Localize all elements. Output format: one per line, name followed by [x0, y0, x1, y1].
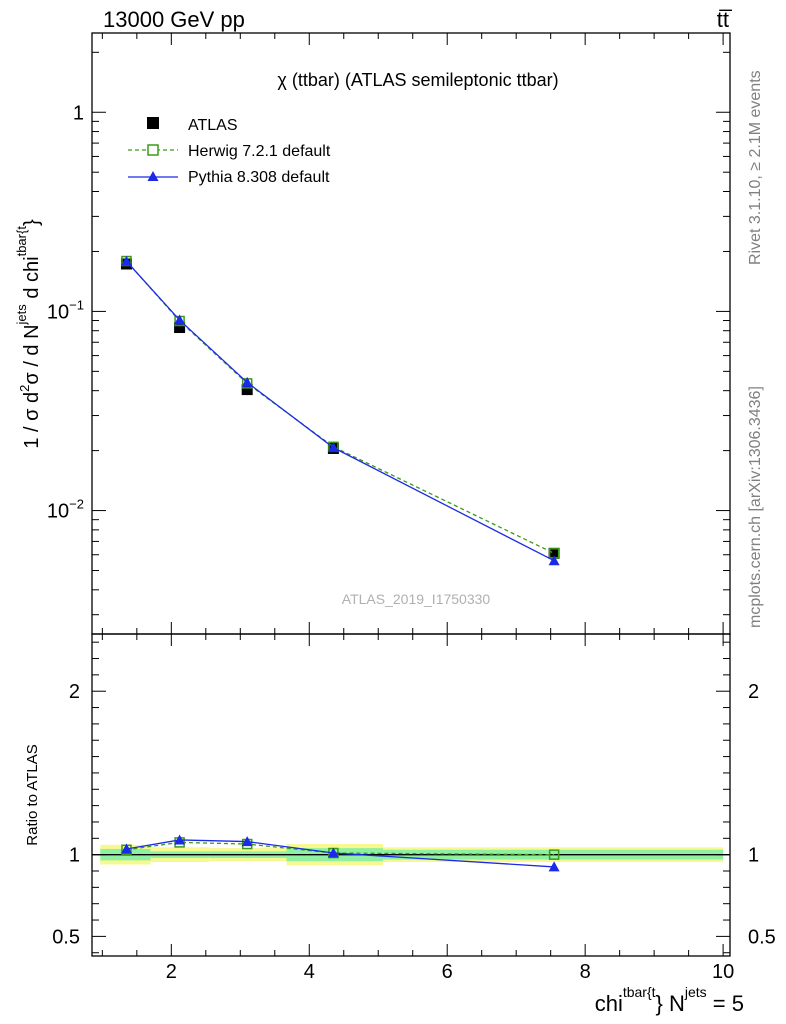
legend-label-herwig: Herwig 7.2.1 default — [188, 143, 331, 160]
y-axis-label: 1 / σ d2σ / d Njets d chitbar{t} — [14, 219, 43, 449]
legend-label-atlas: ATLAS — [188, 117, 238, 134]
x-tick-label: 10 — [712, 961, 734, 983]
ratio-tick-label-left: 2 — [69, 681, 80, 703]
ylabel-part2: σ / d N — [21, 324, 43, 384]
pythia-point — [120, 255, 132, 266]
ratio-tick-label-left: 0.5 — [52, 926, 80, 948]
svg-text:1 / σ d2σ / d Njets d chitbar{: 1 / σ d2σ / d Njets d chitbar{t} — [14, 219, 43, 449]
ylabel-part3: d chi — [21, 256, 43, 304]
y-tick-label: 10−2 — [47, 497, 84, 523]
mcplots-reference-label: mcplots.cern.ch [arXiv:1306.3436] — [747, 386, 764, 628]
x-tick-label: 8 — [580, 961, 591, 983]
atlas-data-point — [241, 384, 253, 396]
y-tick-label-base: 10 — [47, 501, 69, 523]
herwig-line — [125, 260, 555, 554]
y-tick-label-base: 10 — [47, 301, 69, 323]
header-energy-label: 13000 GeV pp — [103, 7, 245, 32]
pythia-ratio-point — [241, 836, 253, 847]
ylabel-part4: } — [21, 219, 43, 226]
pythia-point — [241, 376, 253, 387]
y-tick-label-base: 1 — [73, 102, 84, 124]
legend-marker-pythia — [147, 171, 159, 181]
y-tick-label: 1 — [73, 102, 84, 124]
x-axis-label: chitbar{t} Njets = 5 — [595, 984, 744, 1016]
svg-text:chitbar{t} Njets = 5: chitbar{t} Njets = 5 — [595, 984, 744, 1016]
xlabel-base: chi — [595, 991, 623, 1016]
pythia-point — [327, 442, 339, 453]
pythia-ratio-point — [120, 843, 132, 854]
header-process-label: tt̅ — [717, 7, 733, 32]
y-tick-label-exponent: −2 — [69, 497, 84, 512]
ylabel-part1: 1 / σ d — [21, 392, 43, 449]
pythia-line — [126, 260, 555, 562]
legend-label-pythia: Pythia 8.308 default — [188, 169, 330, 186]
chart-title: χ (ttbar) (ATLAS semileptonic ttbar) — [277, 70, 558, 90]
ylabel-sup1: 2 — [17, 385, 32, 392]
pythia-point — [174, 314, 186, 325]
x-tick-label: 4 — [304, 961, 315, 983]
xlabel-mid: } N — [656, 991, 685, 1016]
legend-marker-atlas — [147, 117, 159, 129]
legend: ATLAS Herwig 7.2.1 default Pythia 8.308 … — [128, 117, 331, 186]
ratio-axis-label: Ratio to ATLAS — [24, 744, 41, 845]
pythia-ratio-point — [174, 834, 186, 845]
analysis-watermark: ATLAS_2019_I1750330 — [342, 591, 491, 607]
ylabel-sup3: tbar{t — [14, 226, 29, 257]
ratio-panel: 2 4 6 8 10 2 2 1 1 0.5 0.5 Ratio to ATLAS — [24, 633, 776, 983]
rivet-version-label: Rivet 3.1.10, ≥ 2.1M events — [747, 70, 764, 265]
legend-marker-herwig — [147, 144, 159, 156]
herwig-ratio-point — [548, 849, 560, 860]
ratio-tick-label-right: 0.5 — [748, 926, 776, 948]
ratio-tick-label-right: 1 — [748, 845, 759, 867]
pythia-ratio-point — [548, 861, 560, 872]
ratio-frame — [91, 633, 731, 957]
xlabel-tail: = 5 — [707, 991, 744, 1016]
main-panel: 110−110−2 χ (ttbar) (ATLAS semileptonic … — [14, 32, 731, 956]
y-tick-label: 10−1 — [47, 297, 84, 323]
atlas-data-point — [174, 322, 186, 334]
pythia-point — [548, 555, 560, 566]
y-tick-label-exponent: −1 — [69, 297, 84, 312]
xlabel-sup2: jets — [684, 984, 707, 1000]
ratio-tick-label-left: 1 — [69, 845, 80, 867]
x-tick-label: 6 — [442, 961, 453, 983]
ylabel-sup2: jets — [14, 304, 29, 326]
pythia-ratio-point — [327, 847, 339, 858]
x-tick-label: 2 — [166, 961, 177, 983]
xlabel-sup1: tbar{t — [623, 984, 656, 1000]
ratio-tick-label-right: 2 — [748, 681, 759, 703]
atlas-data-point — [548, 547, 560, 559]
